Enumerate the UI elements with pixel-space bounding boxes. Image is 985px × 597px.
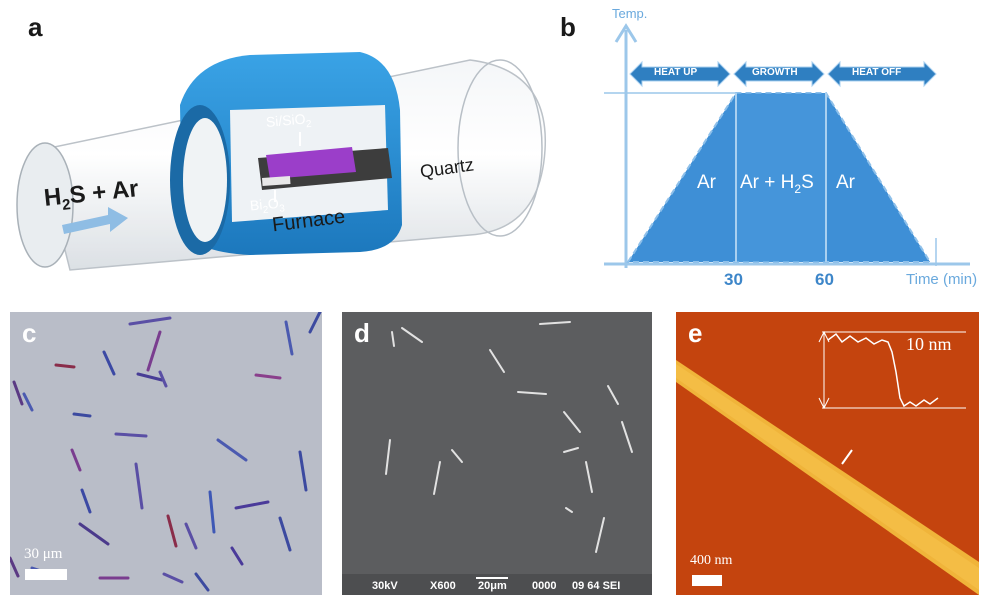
growth-label: GROWTH <box>752 67 798 78</box>
panel-c-scale-label: 30 μm <box>24 546 63 562</box>
heat-up-arrow <box>629 60 731 88</box>
gas-right-label: Ar <box>836 172 855 193</box>
x-axis-label: Time (min) <box>906 271 978 288</box>
heat-off-arrow <box>827 60 937 88</box>
panel-b-letter: b <box>560 12 576 42</box>
panel-d-letter: d <box>354 318 370 348</box>
substrate-label: Si/SiO2 <box>265 110 313 131</box>
panel-a-letter: a <box>28 12 43 42</box>
panel-c-scale-bar <box>25 569 67 580</box>
gas-middle-label: Ar + H2S <box>740 172 814 196</box>
nanowire-afm <box>676 312 979 595</box>
sem-scale-bar <box>476 577 508 579</box>
sem-scale-label: 20μm <box>478 580 507 592</box>
panel-a-furnace-illustration <box>16 52 547 271</box>
x-tick-30: 30 <box>724 270 743 289</box>
gas-left-label: Ar <box>697 172 716 193</box>
panel-d-sem-image <box>342 312 652 595</box>
sem-info-bar: 30kV X600 20μm 0000 09 64 SEI <box>342 577 652 595</box>
panel-e-scale-bar <box>692 575 722 586</box>
x-tick-60: 60 <box>815 270 834 289</box>
afm-height-label: 10 nm <box>906 334 952 354</box>
nanowires-optical <box>10 312 322 592</box>
y-axis-label: Temp. <box>612 6 648 21</box>
panel-e-afm-image <box>676 312 979 595</box>
panel-c-optical-image <box>10 312 322 595</box>
sem-code-2: 09 64 SEI <box>572 580 621 592</box>
panel-e-letter: e <box>688 318 703 348</box>
panel-c-letter: c <box>22 318 37 348</box>
sem-voltage: 30kV <box>372 580 398 592</box>
growth-arrow <box>733 60 825 88</box>
nanowires-sem <box>342 321 652 595</box>
panel-e-scale-label: 400 nm <box>690 553 733 568</box>
sem-magnification: X600 <box>430 580 456 592</box>
heat-up-label: HEAT UP <box>654 67 698 78</box>
sem-code-1: 0000 <box>532 580 557 592</box>
heat-off-label: HEAT OFF <box>852 67 902 78</box>
panel-b-temperature-profile <box>604 23 970 268</box>
